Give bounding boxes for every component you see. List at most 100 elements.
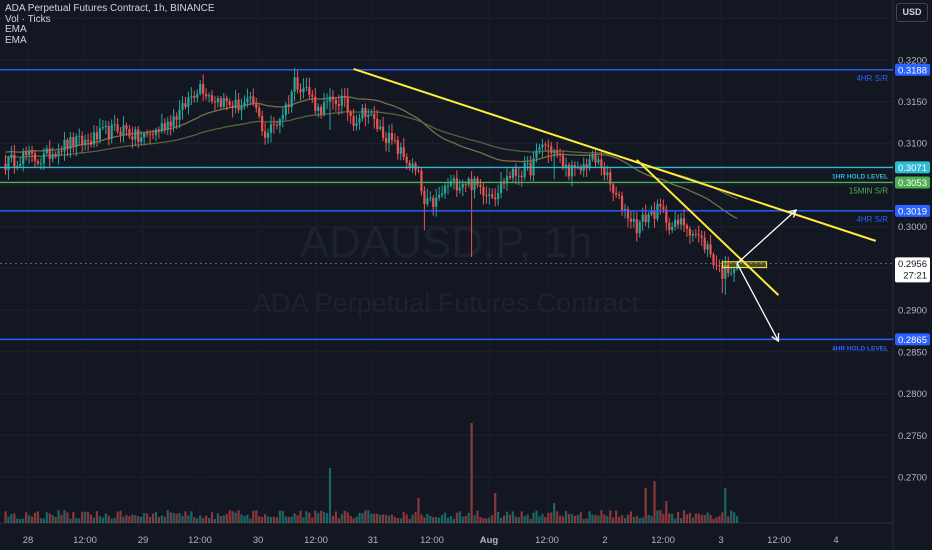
volume-bar [458,511,461,523]
indicator-ema-1[interactable]: EMA [5,24,27,35]
candle-body [113,124,116,126]
candle-body [92,132,96,145]
volume-bar [688,512,691,523]
candle-body [559,153,562,156]
candle-body [653,210,656,219]
candle-body [373,113,376,120]
volume-bar [261,517,264,523]
volume-bar [311,517,314,523]
candle-body [337,103,340,106]
volume-bar [665,501,668,523]
volume-bar [196,518,199,523]
indicator-ema-2[interactable]: EMA [5,34,27,46]
candle-body [600,159,603,167]
candle-body [87,139,90,142]
volume-bar [650,515,653,523]
candle-body [367,114,370,117]
volume-bar [730,510,733,523]
candle-body [296,77,299,90]
price-tag-label: 0.3053 [898,178,927,189]
candle-body [175,116,178,120]
volume-bar [564,510,568,523]
chart-title[interactable]: ADA Perpetual Futures Contract, 1h, BINA… [5,3,215,14]
candle-body [396,140,399,154]
candle-body [467,178,470,185]
price-tick-label: 0.3100 [898,139,927,150]
candle-body [682,218,686,226]
trendline [636,159,780,296]
candle-body [411,163,414,168]
candle-body [561,155,565,167]
volume-bar [202,518,205,523]
volume-bar [54,516,57,523]
volume-bar [148,516,152,523]
candle-body [461,184,464,188]
price-tick-label: 0.3000 [898,222,927,233]
price-tag [895,161,930,174]
candle-body [225,98,228,102]
candle-body [281,114,284,120]
candle-body [57,150,60,157]
volume-bar [517,517,520,523]
volume-bar [508,514,512,523]
candle-body [694,233,697,235]
indicator-volume[interactable]: Vol · Ticks [5,13,51,25]
candle-body [482,186,485,196]
candle-body [408,162,411,168]
candle-body [556,150,559,154]
candle-body [264,131,267,138]
candle-body [140,137,143,142]
price-tick-label: 0.2800 [898,389,927,400]
candle-body [573,164,576,167]
candle-body [671,226,674,230]
candle-body [703,237,706,250]
price-tag-label: 0.3019 [898,206,927,217]
candle-body [110,124,113,139]
volume-bar [293,513,296,523]
volume-bar [653,481,656,523]
candle-body [384,137,388,144]
volume-bar [376,513,379,523]
volume-bar [193,517,196,523]
volume-bar [679,518,683,523]
volume-bar [222,515,225,523]
volume-bar [488,517,491,523]
volume-bar [473,515,476,523]
volume-bar [449,516,453,523]
volume-bar [355,516,358,523]
volume-bar [612,517,615,523]
candle-body [449,180,453,186]
volume-bar [16,518,19,523]
candle-body [497,192,500,200]
volume-bar [514,516,517,523]
volume-bar [408,518,411,523]
currency-button[interactable]: USD [896,3,928,22]
volume-bar [290,516,293,523]
volume-bar [75,518,78,523]
volume-bar [272,516,276,523]
current-price-label: 0.2956 [898,259,927,270]
candle-body [33,153,37,162]
volume-bar [706,512,709,523]
volume-bar [258,516,261,523]
volume-bar [402,512,405,523]
volume-bar [122,516,125,523]
candle-body [143,133,146,138]
zone-box [721,261,768,269]
candle-body [709,244,712,255]
volume-bar [382,514,385,523]
volume-bar [48,513,51,523]
candle-body [532,157,535,176]
candle-body [520,175,523,178]
volume-bar [252,510,255,523]
volume-bar [110,518,113,523]
candle-body [75,136,78,147]
current-price-tag [895,257,930,283]
volume-bar [89,514,93,523]
volume-bar [284,516,287,523]
volume-bar [60,514,63,523]
volume-bar [78,518,81,523]
volume-bar [432,517,435,523]
candle-body [190,96,193,98]
